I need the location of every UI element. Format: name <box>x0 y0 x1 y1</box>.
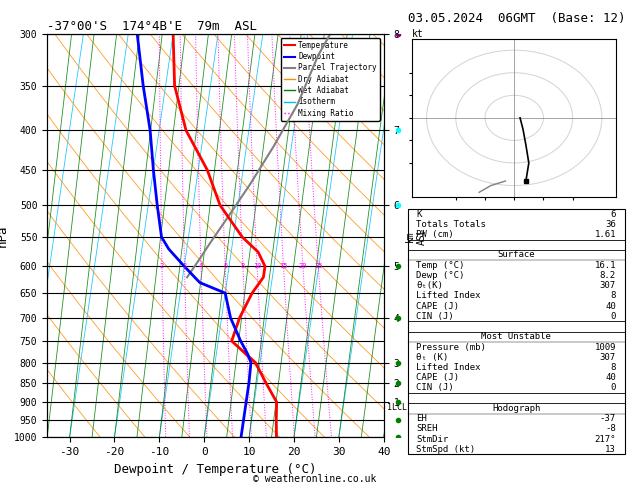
Text: 8: 8 <box>241 263 245 269</box>
Text: -37: -37 <box>600 414 616 423</box>
Text: 1.61: 1.61 <box>594 230 616 239</box>
X-axis label: Dewpoint / Temperature (°C): Dewpoint / Temperature (°C) <box>114 463 316 476</box>
Text: 2: 2 <box>160 263 164 269</box>
Legend: Temperature, Dewpoint, Parcel Trajectory, Dry Adiabat, Wet Adiabat, Isotherm, Mi: Temperature, Dewpoint, Parcel Trajectory… <box>281 38 380 121</box>
Text: SREH: SREH <box>416 424 438 434</box>
Text: 13: 13 <box>605 445 616 454</box>
Text: 25: 25 <box>314 263 323 269</box>
Text: 8: 8 <box>611 363 616 372</box>
Text: CAPE (J): CAPE (J) <box>416 302 459 311</box>
Text: EH: EH <box>416 414 427 423</box>
Text: 36: 36 <box>605 220 616 229</box>
Text: CIN (J): CIN (J) <box>416 383 454 392</box>
Text: 3: 3 <box>182 263 187 269</box>
Text: StmSpd (kt): StmSpd (kt) <box>416 445 476 454</box>
Text: Pressure (mb): Pressure (mb) <box>416 343 486 351</box>
Y-axis label: km
ASL: km ASL <box>405 227 426 244</box>
Text: Lifted Index: Lifted Index <box>416 363 481 372</box>
Text: Totals Totals: Totals Totals <box>416 220 486 229</box>
Text: 6: 6 <box>223 263 227 269</box>
Text: Most Unstable: Most Unstable <box>481 332 551 341</box>
Text: CAPE (J): CAPE (J) <box>416 373 459 382</box>
Text: 6: 6 <box>611 209 616 219</box>
Text: 15: 15 <box>279 263 287 269</box>
Text: kt: kt <box>412 29 424 39</box>
Text: Dewp (°C): Dewp (°C) <box>416 271 465 280</box>
Text: 4: 4 <box>199 263 203 269</box>
Text: Lifted Index: Lifted Index <box>416 292 481 300</box>
Text: 217°: 217° <box>594 434 616 444</box>
Text: 16.1: 16.1 <box>594 260 616 270</box>
Text: © weatheronline.co.uk: © weatheronline.co.uk <box>253 473 376 484</box>
Text: 40: 40 <box>605 373 616 382</box>
Text: 10: 10 <box>253 263 261 269</box>
Text: θₜ (K): θₜ (K) <box>416 353 448 362</box>
Text: 8: 8 <box>611 292 616 300</box>
Text: 20: 20 <box>299 263 307 269</box>
Text: 40: 40 <box>605 302 616 311</box>
Text: 307: 307 <box>600 353 616 362</box>
Y-axis label: hPa: hPa <box>0 225 8 247</box>
Text: Hodograph: Hodograph <box>492 404 540 413</box>
Text: PW (cm): PW (cm) <box>416 230 454 239</box>
Text: 03.05.2024  06GMT  (Base: 12): 03.05.2024 06GMT (Base: 12) <box>408 12 625 25</box>
Text: Surface: Surface <box>498 250 535 260</box>
Text: 0: 0 <box>611 383 616 392</box>
Text: -37°00'S  174°4B'E  79m  ASL: -37°00'S 174°4B'E 79m ASL <box>47 20 257 33</box>
Text: StmDir: StmDir <box>416 434 448 444</box>
Text: 1LCL: 1LCL <box>387 403 407 412</box>
Text: 0: 0 <box>611 312 616 321</box>
Text: CIN (J): CIN (J) <box>416 312 454 321</box>
Text: θₜ(K): θₜ(K) <box>416 281 443 290</box>
Text: Temp (°C): Temp (°C) <box>416 260 465 270</box>
Text: 307: 307 <box>600 281 616 290</box>
Text: 8.2: 8.2 <box>600 271 616 280</box>
Text: K: K <box>416 209 421 219</box>
Text: -8: -8 <box>605 424 616 434</box>
Text: 1009: 1009 <box>594 343 616 351</box>
